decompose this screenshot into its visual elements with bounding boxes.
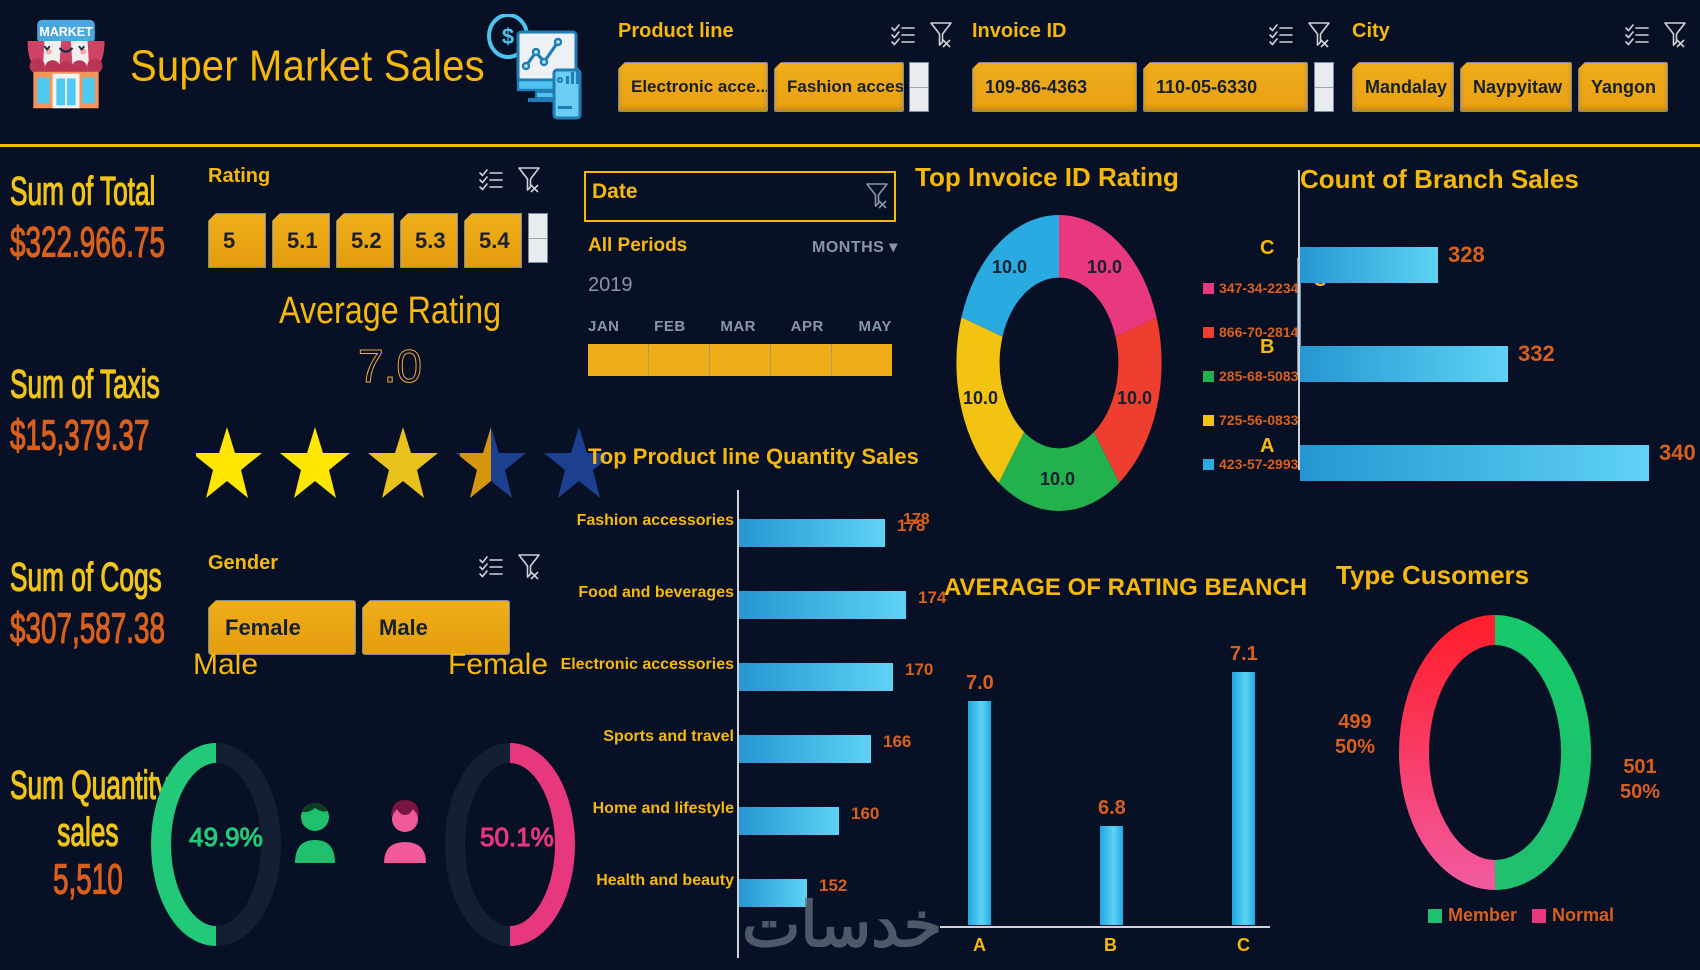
svg-text:MARKET: MARKET — [39, 25, 93, 39]
svg-text:$: $ — [502, 24, 514, 49]
